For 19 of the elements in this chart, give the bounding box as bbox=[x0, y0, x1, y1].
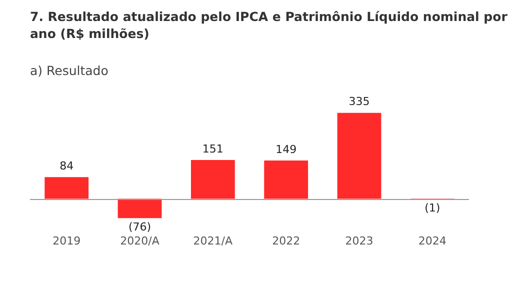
x-tick-label: 2024 bbox=[418, 234, 446, 248]
chart-title: 7. Resultado atualizado pelo IPCA e Patrimônio Líquido nominal por ano (R$ milhões) bbox=[30, 8, 508, 42]
bar bbox=[190, 160, 235, 199]
bar bbox=[44, 177, 89, 199]
data-label: (76) bbox=[128, 220, 152, 234]
chart-subtitle: a) Resultado bbox=[30, 63, 108, 78]
bar bbox=[118, 198, 162, 218]
data-label: 84 bbox=[60, 160, 74, 173]
x-tick-label: 2022 bbox=[272, 234, 300, 248]
x-tick-label: 2019 bbox=[52, 234, 81, 248]
data-label: (1) bbox=[424, 201, 440, 214]
data-label: 149 bbox=[276, 142, 297, 156]
data-label: 335 bbox=[348, 95, 370, 108]
x-tick-label: 2023 bbox=[345, 234, 374, 248]
x-tick-label: 2021/A bbox=[193, 234, 233, 248]
bar bbox=[337, 112, 382, 199]
bar bbox=[264, 160, 308, 199]
x-tick-label: 2020/A bbox=[120, 234, 160, 248]
data-label: 151 bbox=[202, 142, 224, 156]
